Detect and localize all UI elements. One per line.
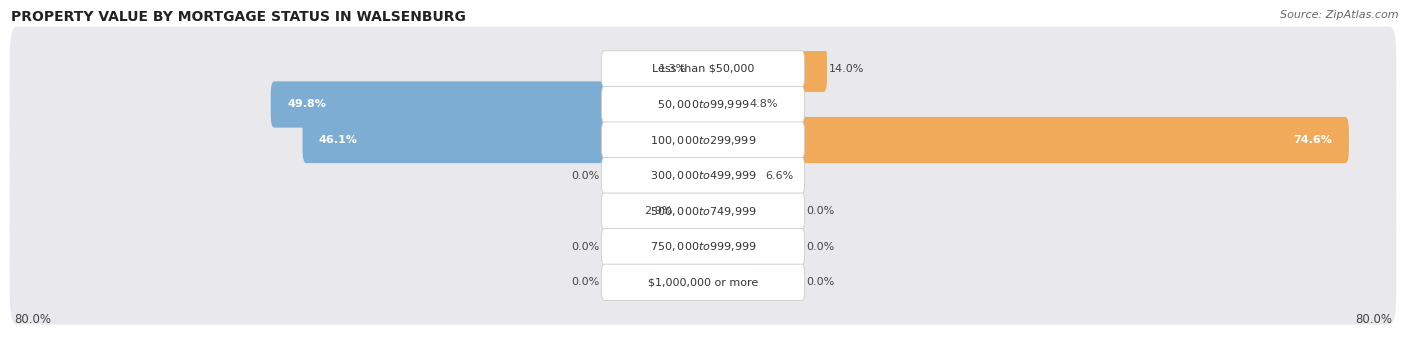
FancyBboxPatch shape — [602, 158, 804, 194]
Text: 0.0%: 0.0% — [571, 170, 599, 181]
FancyBboxPatch shape — [700, 117, 1348, 163]
FancyBboxPatch shape — [602, 86, 804, 123]
Text: 6.6%: 6.6% — [765, 170, 793, 181]
FancyBboxPatch shape — [700, 188, 749, 234]
FancyBboxPatch shape — [10, 98, 1396, 182]
Text: 1.3%: 1.3% — [658, 64, 686, 74]
Text: 74.6%: 74.6% — [1294, 135, 1333, 145]
Text: $750,000 to $999,999: $750,000 to $999,999 — [650, 240, 756, 253]
FancyBboxPatch shape — [675, 188, 706, 234]
Text: 14.0%: 14.0% — [828, 64, 865, 74]
Text: 0.0%: 0.0% — [807, 277, 835, 287]
Text: 0.0%: 0.0% — [571, 277, 599, 287]
Text: 80.0%: 80.0% — [1355, 312, 1392, 326]
FancyBboxPatch shape — [700, 152, 763, 199]
Text: 2.9%: 2.9% — [644, 206, 673, 216]
FancyBboxPatch shape — [700, 46, 827, 92]
FancyBboxPatch shape — [10, 27, 1396, 111]
FancyBboxPatch shape — [657, 224, 706, 270]
Text: 49.8%: 49.8% — [287, 100, 326, 109]
Text: 0.0%: 0.0% — [807, 206, 835, 216]
FancyBboxPatch shape — [602, 51, 804, 87]
FancyBboxPatch shape — [10, 240, 1396, 325]
FancyBboxPatch shape — [10, 204, 1396, 289]
Text: $500,000 to $749,999: $500,000 to $749,999 — [650, 205, 756, 218]
Text: 0.0%: 0.0% — [807, 242, 835, 252]
FancyBboxPatch shape — [689, 46, 706, 92]
FancyBboxPatch shape — [602, 264, 804, 300]
Text: 46.1%: 46.1% — [319, 135, 357, 145]
FancyBboxPatch shape — [10, 62, 1396, 147]
Text: 4.8%: 4.8% — [749, 100, 778, 109]
Text: $300,000 to $499,999: $300,000 to $499,999 — [650, 169, 756, 182]
FancyBboxPatch shape — [657, 259, 706, 306]
FancyBboxPatch shape — [602, 122, 804, 158]
Text: $1,000,000 or more: $1,000,000 or more — [648, 277, 758, 287]
Text: $100,000 to $299,999: $100,000 to $299,999 — [650, 134, 756, 147]
Text: Less than $50,000: Less than $50,000 — [652, 64, 754, 74]
FancyBboxPatch shape — [302, 117, 706, 163]
FancyBboxPatch shape — [271, 81, 706, 128]
FancyBboxPatch shape — [10, 169, 1396, 253]
FancyBboxPatch shape — [700, 224, 749, 270]
Text: $50,000 to $99,999: $50,000 to $99,999 — [657, 98, 749, 111]
Text: 80.0%: 80.0% — [14, 312, 51, 326]
FancyBboxPatch shape — [700, 81, 748, 128]
FancyBboxPatch shape — [602, 228, 804, 265]
Text: PROPERTY VALUE BY MORTGAGE STATUS IN WALSENBURG: PROPERTY VALUE BY MORTGAGE STATUS IN WAL… — [11, 10, 467, 24]
FancyBboxPatch shape — [10, 133, 1396, 218]
FancyBboxPatch shape — [657, 152, 706, 199]
FancyBboxPatch shape — [602, 193, 804, 229]
Text: Source: ZipAtlas.com: Source: ZipAtlas.com — [1281, 10, 1399, 20]
FancyBboxPatch shape — [700, 259, 749, 306]
Text: 0.0%: 0.0% — [571, 242, 599, 252]
